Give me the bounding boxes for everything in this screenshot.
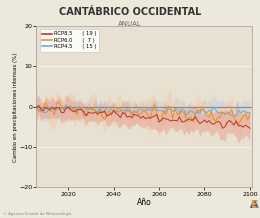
Y-axis label: Cambio en precipitaciones intensas (%): Cambio en precipitaciones intensas (%) (13, 52, 18, 162)
Text: © Agencia Estatal de Meteorología: © Agencia Estatal de Meteorología (3, 212, 71, 216)
Text: A: A (250, 200, 258, 210)
Text: ANUAL: ANUAL (118, 21, 142, 27)
Text: CANTÁBRICO OCCIDENTAL: CANTÁBRICO OCCIDENTAL (59, 7, 201, 17)
Legend: RCP8.5      ( 19 ), RCP6.0      (  7 ), RCP4.5      ( 15 ): RCP8.5 ( 19 ), RCP6.0 ( 7 ), RCP4.5 ( 15… (40, 29, 99, 52)
Text: E: E (251, 200, 258, 210)
X-axis label: Año: Año (137, 198, 152, 207)
